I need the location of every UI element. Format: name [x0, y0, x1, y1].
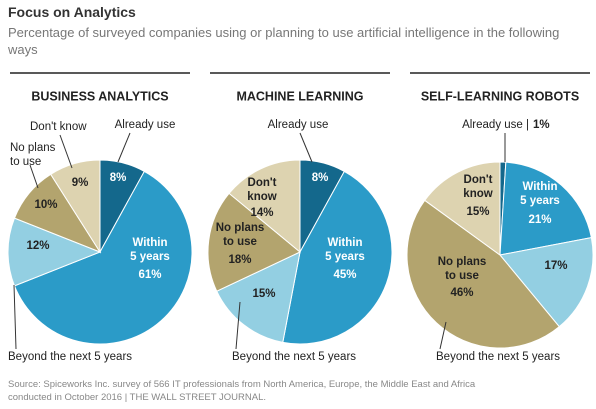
category-label: Within 5 years	[520, 181, 560, 207]
leader-line	[13, 284, 17, 350]
pie-slice	[406, 199, 560, 349]
pie-slice	[282, 170, 393, 345]
value-label: 15%	[466, 206, 489, 218]
value-label: 18%	[228, 254, 251, 266]
category-label: Beyond the next 5 years	[8, 351, 132, 363]
category-label: No plans to use	[438, 256, 487, 282]
category-label: Don't know	[30, 121, 87, 133]
subtitle: Percentage of surveyed companies using o…	[8, 25, 560, 57]
category-label: Don't know	[463, 174, 492, 200]
source: Source: Spiceworks Inc. survey of 566 IT…	[8, 379, 476, 403]
category-label: No plans to use	[10, 142, 56, 168]
category-label: Already use	[268, 119, 329, 131]
pie-slice	[216, 251, 301, 343]
pie-title: BUSINESS ANALYTICS	[31, 89, 168, 103]
category-label: Beyond the next 5 years	[232, 351, 356, 363]
value-label: 12%	[26, 240, 49, 252]
title: Focus on Analytics	[8, 4, 136, 20]
category-label: No plans to use	[216, 222, 265, 248]
pie-title: MACHINE LEARNING	[236, 89, 363, 103]
leader-line	[29, 164, 39, 189]
pie-slice	[7, 217, 102, 287]
pie-slice	[207, 192, 301, 292]
leader-line	[439, 321, 447, 350]
leader-line	[235, 301, 241, 350]
leader-line	[59, 134, 73, 169]
category-label: Already use |	[462, 119, 529, 131]
value-label: 17%	[544, 260, 567, 272]
value-label: 9%	[72, 177, 89, 189]
value-label: 21%	[528, 214, 551, 226]
pie-slice	[499, 161, 592, 256]
category-label: Within 5 years	[325, 237, 365, 263]
pie-slice	[50, 159, 101, 254]
leader-line	[299, 132, 313, 163]
pie-slice	[228, 159, 301, 254]
pie-slice	[13, 170, 193, 345]
value-label: 14%	[250, 207, 273, 219]
value-label: 46%	[450, 287, 473, 299]
pie-slice	[499, 236, 594, 328]
category-label: Beyond the next 5 years	[436, 351, 560, 363]
value-label: 8%	[312, 172, 329, 184]
category-label: Don't know	[247, 177, 276, 203]
pie-title: SELF-LEARNING ROBOTS	[421, 89, 579, 103]
value-label: 61%	[138, 269, 161, 281]
value-label: 1%	[533, 119, 550, 131]
category-label: Already use	[115, 119, 176, 131]
leader-line	[117, 132, 131, 163]
value-label: 45%	[333, 269, 356, 281]
value-label: 10%	[34, 199, 57, 211]
pie-slice	[424, 161, 501, 256]
category-label: Within 5 years	[130, 237, 170, 263]
value-label: 8%	[110, 172, 127, 184]
value-label: 15%	[252, 288, 275, 300]
